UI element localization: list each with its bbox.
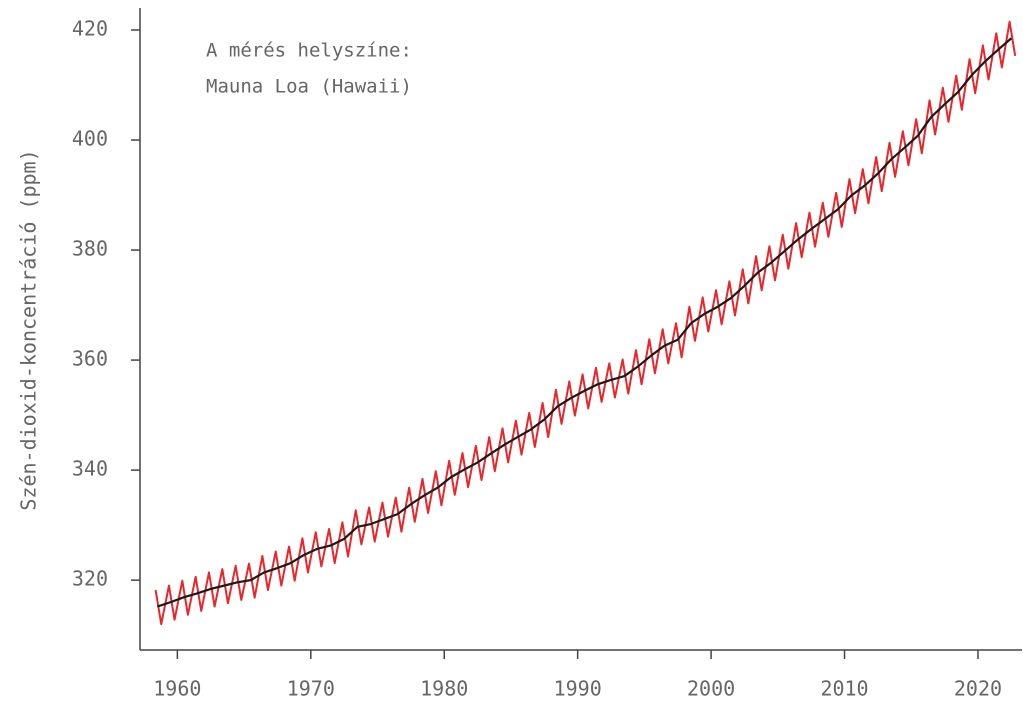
y-tick-label: 380 xyxy=(72,237,108,261)
y-axis-label: Szén-dioxid-koncentráció (ppm) xyxy=(17,149,41,510)
x-tick-label: 1980 xyxy=(420,677,468,701)
y-tick-label: 360 xyxy=(72,347,108,371)
x-tick-label: 2020 xyxy=(954,677,1002,701)
x-tick-label: 1990 xyxy=(554,677,602,701)
y-tick-label: 420 xyxy=(72,17,108,41)
x-tick-label: 1960 xyxy=(153,677,201,701)
x-tick-label: 2010 xyxy=(820,677,868,701)
x-tick-label: 1970 xyxy=(287,677,335,701)
y-tick-label: 320 xyxy=(72,567,108,591)
x-tick-label: 2000 xyxy=(687,677,735,701)
annotation: A mérés helyszíne: xyxy=(206,40,412,62)
y-tick-label: 400 xyxy=(72,127,108,151)
annotation: Mauna Loa (Hawaii) xyxy=(206,76,412,98)
data-line xyxy=(157,37,1013,608)
data-line xyxy=(154,20,1017,626)
y-tick-label: 340 xyxy=(72,457,108,481)
